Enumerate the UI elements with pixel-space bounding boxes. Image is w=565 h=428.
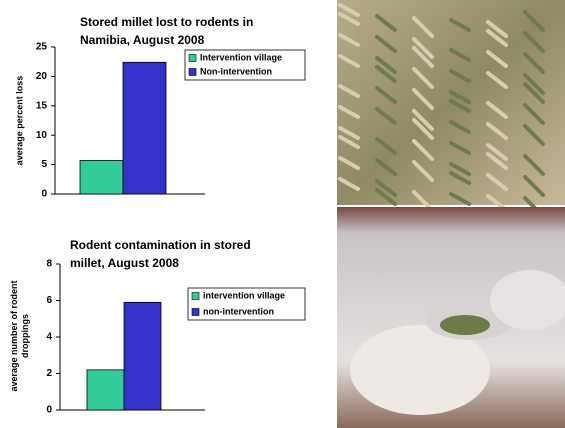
photo-stalk (449, 141, 471, 155)
y-tick-label: 8 (46, 259, 52, 270)
photo-stalk (523, 73, 545, 95)
y-tick-label: 20 (36, 71, 48, 82)
photo-texture (338, 3, 545, 218)
photo-stalk (449, 162, 471, 176)
photo-stalk (449, 69, 471, 83)
photo-bag (490, 270, 565, 330)
photo-stalk (412, 160, 434, 182)
legend-swatch (191, 308, 200, 316)
legend-label: Non-intervention (200, 66, 272, 76)
photo-stalk (523, 124, 545, 146)
photo-stalk (375, 86, 397, 104)
photo-stalk (375, 188, 397, 206)
photo-stalk (449, 90, 471, 104)
photo-stalk (412, 37, 434, 59)
photo-stalk (449, 99, 471, 113)
photo-stalk (486, 101, 508, 119)
photo-stalk (449, 171, 471, 185)
photo-stalk (338, 156, 360, 170)
bar (86, 369, 125, 411)
photo-stalk (375, 35, 397, 53)
legend-box (184, 49, 306, 81)
photo-stalk (375, 14, 397, 32)
legend-swatch (188, 54, 197, 62)
photo-stalk (486, 50, 508, 68)
photo-stalk (486, 122, 508, 140)
legend-swatch (191, 292, 200, 300)
photo-stalk (375, 56, 397, 74)
photo-stalk (338, 135, 360, 149)
bar (123, 301, 162, 411)
photo-stalk (338, 3, 360, 17)
photo-stalk (375, 137, 397, 155)
y-tick-label: 10 (36, 130, 48, 141)
photo-stalk (412, 109, 434, 131)
legend-label: Intervention village (200, 52, 282, 62)
y-tick-label: 0 (41, 189, 47, 200)
chart-title: Stored millet lost to rodents in Namibia… (80, 15, 254, 47)
photo-stalk (523, 82, 545, 104)
photo-stalk (449, 192, 471, 206)
photo-stalk (412, 118, 434, 140)
photo-stalk (375, 107, 397, 125)
photo-stalk (486, 20, 508, 38)
photo-stalk (338, 12, 360, 26)
photo-stalk (412, 16, 434, 38)
photo-stalk (486, 71, 508, 89)
photo-stalk (375, 179, 397, 197)
chart-title: Rodent contamination in stored millet, A… (70, 238, 251, 270)
bar (122, 61, 167, 195)
photo-stalk (375, 158, 397, 176)
photo-stalk (449, 120, 471, 134)
photo-stalk (338, 33, 360, 47)
y-tick-label: 5 (41, 159, 47, 170)
photo-bag (350, 325, 490, 415)
y-tick-label: 25 (36, 42, 48, 53)
photo-stalk (523, 175, 545, 197)
photo-stalk (338, 126, 360, 140)
photo-stalk (523, 10, 545, 32)
photo-stalk (412, 88, 434, 110)
photo-stalk (412, 46, 434, 68)
legend-box (187, 287, 306, 321)
photo-stalk (412, 139, 434, 161)
y-tick-label: 4 (46, 332, 52, 343)
photo-grain (440, 315, 490, 335)
legend-label: non-intervention (203, 306, 274, 316)
photo-stalk (449, 48, 471, 62)
photo-stalk (486, 152, 508, 170)
y-tick-label: 6 (46, 295, 52, 306)
legend-swatch (188, 68, 197, 76)
photo-stalk (486, 143, 508, 161)
photo-stalk (338, 54, 360, 68)
y-tick-label: 0 (46, 405, 52, 416)
photo-stalk (523, 103, 545, 125)
photo-stalk (449, 18, 471, 32)
y-axis-label: average percent loss (14, 75, 25, 166)
photo-stalk (338, 84, 360, 98)
legend-label: intervention village (203, 290, 285, 300)
photo-stalk (486, 29, 508, 47)
y-tick-label: 2 (46, 368, 52, 379)
photo-stalk (338, 105, 360, 119)
y-tick-label: 15 (36, 100, 48, 111)
photo-stalk (412, 67, 434, 89)
photo-stalk (523, 154, 545, 176)
photo-stalk (523, 31, 545, 53)
photo-stalk (338, 177, 360, 191)
photo-stalk (523, 52, 545, 74)
photo-stalk (375, 65, 397, 83)
bar (79, 160, 124, 195)
photo-stalk (486, 173, 508, 191)
y-axis-label: average number of rodent droppings (9, 280, 30, 392)
